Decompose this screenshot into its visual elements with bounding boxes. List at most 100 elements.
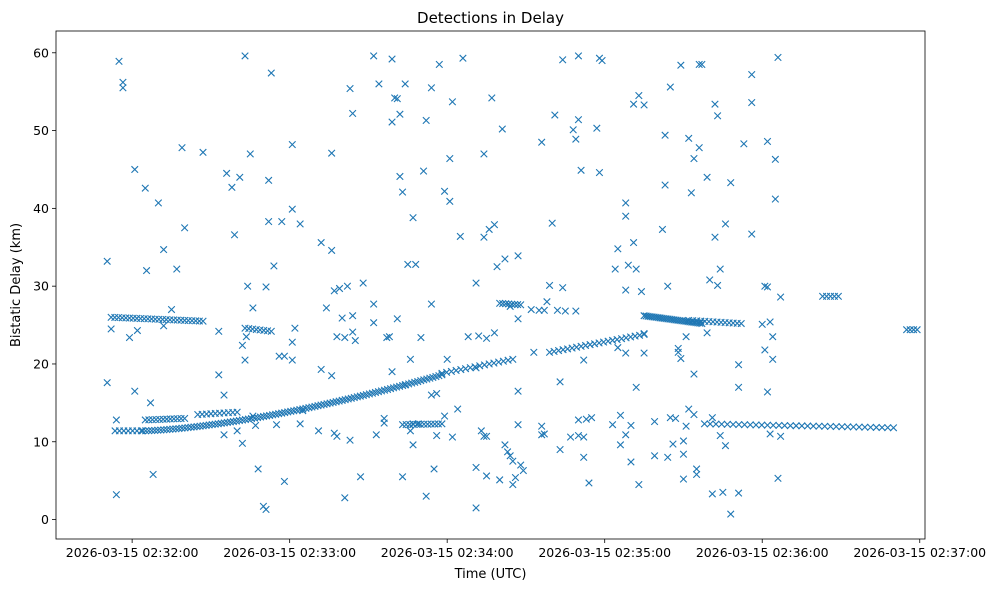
detection-point <box>861 423 869 431</box>
detection-point <box>627 458 635 466</box>
detection-point <box>700 420 709 428</box>
detection-point <box>708 413 717 422</box>
detection-point <box>792 422 800 430</box>
detection-point <box>409 420 417 429</box>
detection-point <box>122 314 130 322</box>
detection-point <box>690 154 698 163</box>
detection-point <box>721 441 730 450</box>
detection-point <box>574 52 583 60</box>
detection-point <box>390 94 399 102</box>
detection-point <box>226 418 234 426</box>
detection-point <box>190 423 198 431</box>
detection-point <box>133 314 141 323</box>
detection-point <box>406 427 415 435</box>
detection-point <box>199 148 207 157</box>
y-tick-label: 20 <box>33 356 49 371</box>
detection-point <box>843 423 852 431</box>
detection-point <box>517 461 525 469</box>
detection-point <box>774 474 782 483</box>
detection-point <box>574 416 583 424</box>
detection-point <box>241 356 249 364</box>
detection-point <box>346 436 354 444</box>
detection-point <box>205 421 213 429</box>
detection-point <box>735 420 743 429</box>
detection-point <box>776 432 785 440</box>
detection-point <box>348 109 357 118</box>
detection-point <box>199 317 207 325</box>
detection-point <box>509 457 517 465</box>
detection-point <box>716 431 724 440</box>
detection-point <box>501 255 509 263</box>
detection-point <box>629 238 638 247</box>
detection-point <box>125 314 134 322</box>
detection-point <box>913 326 921 334</box>
detection-point <box>509 480 517 489</box>
detection-point <box>230 231 239 239</box>
detection-point <box>695 144 703 152</box>
detection-point <box>151 315 159 323</box>
detection-point <box>238 341 247 349</box>
chart-title: Detections in Delay <box>417 9 564 27</box>
detection-point <box>262 412 271 420</box>
detection-point <box>695 60 703 69</box>
detection-point <box>763 137 772 146</box>
detection-point <box>498 125 507 133</box>
detection-point <box>658 225 667 234</box>
detection-point <box>388 118 396 126</box>
detection-point <box>154 199 163 207</box>
detection-point <box>129 314 137 322</box>
detection-point <box>761 282 769 290</box>
detection-point <box>635 480 643 489</box>
detection-point <box>446 197 454 206</box>
axes-frame <box>55 30 926 540</box>
detection-point <box>177 414 185 423</box>
detection-point <box>148 426 156 435</box>
detection-point <box>530 348 538 356</box>
detection-point <box>776 293 785 301</box>
detection-point <box>553 306 562 314</box>
detection-point <box>740 421 749 429</box>
detection-point <box>719 488 727 497</box>
detection-point <box>333 333 341 341</box>
detection-point <box>281 408 289 417</box>
detection-point <box>580 433 588 441</box>
detection-point <box>215 327 223 335</box>
x-tick-label: 2026-03-15 02:36:00 <box>696 545 829 560</box>
detection-point <box>826 422 835 431</box>
detection-point <box>254 465 262 473</box>
detection-point <box>587 413 596 422</box>
detection-point <box>585 479 593 487</box>
y-tick-label: 10 <box>33 434 49 449</box>
detection-point <box>427 420 435 428</box>
detection-point <box>703 329 711 337</box>
detection-point <box>296 420 304 428</box>
detection-point <box>640 330 648 339</box>
detection-point <box>422 116 430 125</box>
detection-point <box>420 420 428 428</box>
detection-point <box>228 183 236 192</box>
detection-point <box>616 411 625 419</box>
detection-point <box>271 410 280 418</box>
detection-point <box>682 333 690 341</box>
x-tick-label: 2026-03-15 02:34:00 <box>381 545 514 560</box>
detection-point <box>485 360 493 368</box>
detection-point <box>264 176 273 185</box>
detection-point <box>220 419 228 427</box>
detection-point <box>488 94 496 102</box>
x-axis-title: Time (UTC) <box>454 567 527 582</box>
detection-point <box>474 332 483 340</box>
x-tick-label: 2026-03-15 02:37:00 <box>853 545 986 560</box>
detection-point <box>713 112 722 120</box>
detection-point <box>574 431 583 440</box>
detection-point <box>169 425 177 433</box>
detection-point <box>163 425 171 434</box>
detection-point <box>432 389 441 398</box>
detection-point <box>461 364 470 373</box>
detection-point <box>343 282 352 290</box>
detection-point <box>540 430 549 438</box>
detection-point <box>821 422 829 431</box>
detection-point <box>274 410 283 418</box>
detection-point <box>430 465 438 473</box>
detection-point <box>196 422 204 430</box>
detection-point <box>333 432 341 440</box>
